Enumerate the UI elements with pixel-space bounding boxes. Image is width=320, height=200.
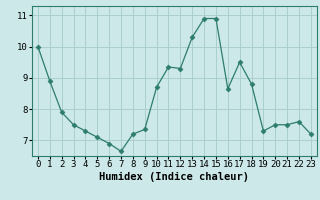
X-axis label: Humidex (Indice chaleur): Humidex (Indice chaleur): [100, 172, 249, 182]
